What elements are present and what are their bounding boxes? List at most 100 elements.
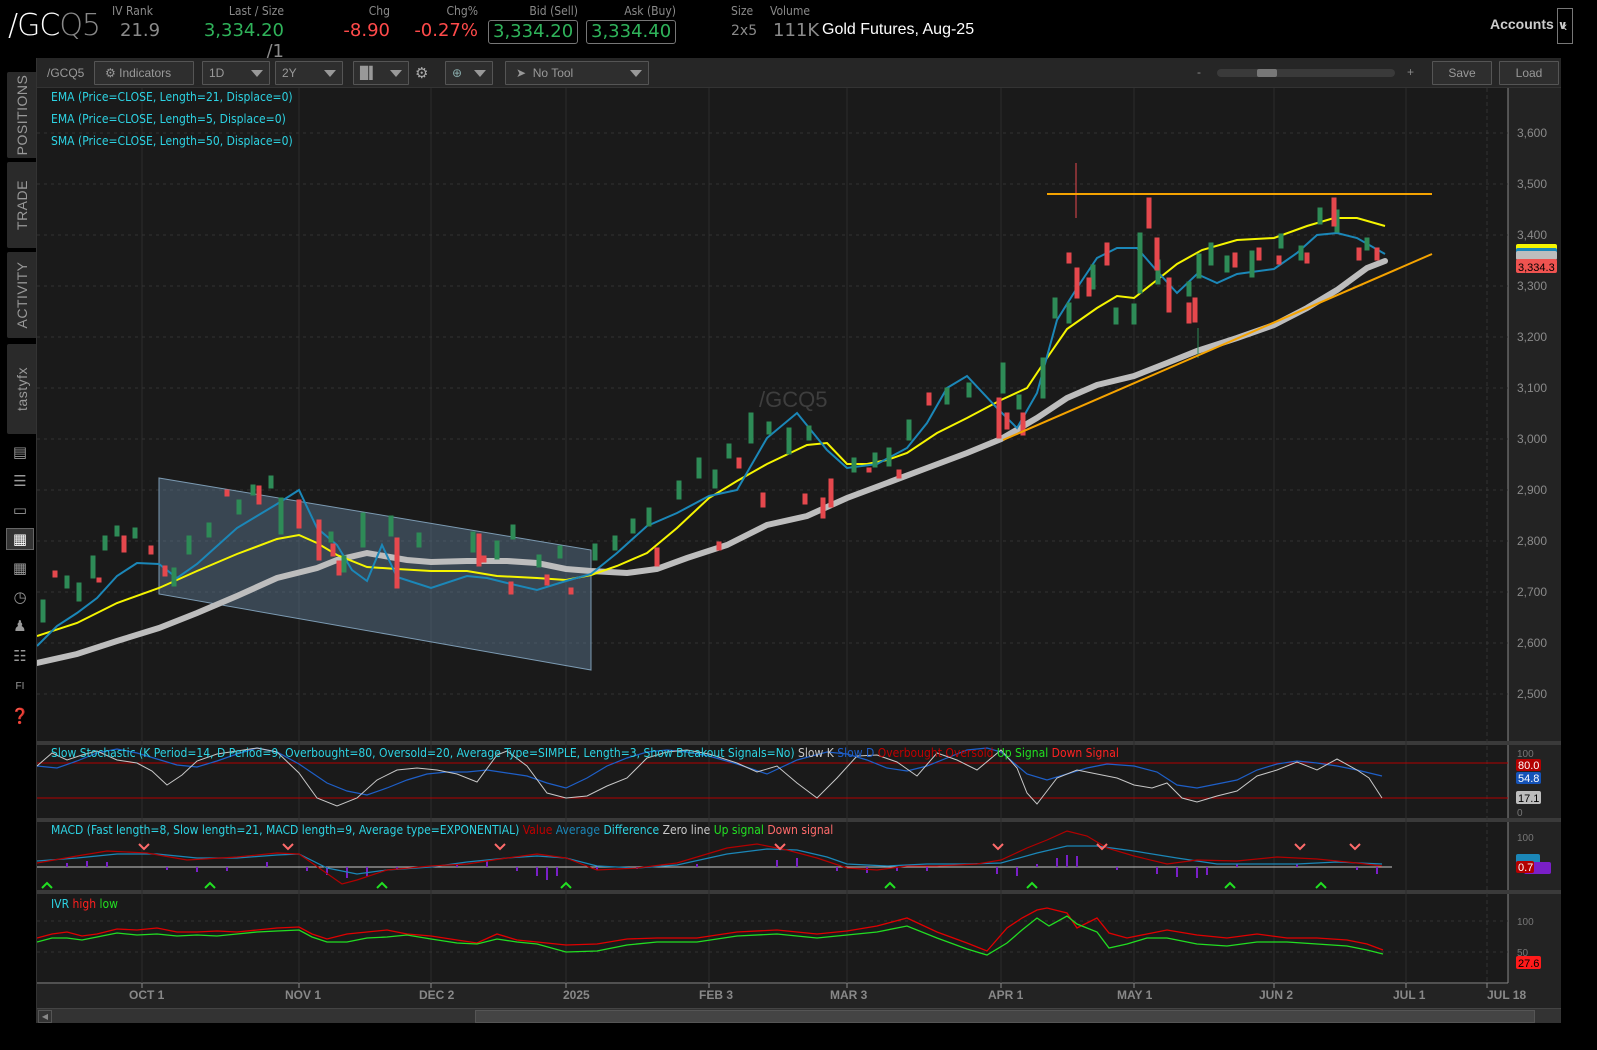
- symbol[interactable]: /GCQ5: [8, 8, 101, 43]
- chart-canvas[interactable]: /GCQ5: [37, 58, 1562, 1008]
- instrument-description: Gold Futures, Aug-25: [822, 21, 975, 38]
- support-trendline: [1002, 253, 1433, 441]
- ask-button[interactable]: 3,334.40: [586, 20, 676, 44]
- macd-up-signals: [41, 881, 1327, 889]
- last-price: 3,334.20: [203, 20, 284, 41]
- study-label-ema21[interactable]: EMA (Price=CLOSE, Length=21, Displace=0): [51, 90, 293, 104]
- svg-text:3,400: 3,400: [1517, 228, 1547, 242]
- svg-text:100: 100: [1517, 917, 1534, 928]
- grid-icon[interactable]: ▦: [12, 560, 28, 577]
- svg-text:3,500: 3,500: [1517, 177, 1547, 191]
- accounts-dropdown[interactable]: Accounts ∨: [1490, 16, 1567, 32]
- legend-oversold: Oversold: [945, 746, 994, 760]
- candlestick-icon: ▉▍: [360, 66, 379, 80]
- macd-title[interactable]: MACD (Fast length=8, Slow length=21, MAC…: [51, 823, 520, 837]
- stochastic-title[interactable]: Slow Stochastic (K Period=14, D Period=9…: [51, 746, 795, 760]
- svg-text:NOV 1: NOV 1: [285, 988, 321, 1002]
- svg-text:APR 1: APR 1: [988, 988, 1024, 1002]
- calendar-icon[interactable]: ☷: [13, 648, 27, 665]
- cursor-icon: ➤: [516, 66, 527, 80]
- bid-button[interactable]: 3,334.20: [488, 20, 578, 44]
- svg-text:2,500: 2,500: [1517, 687, 1547, 701]
- aggregation-value: 1D: [209, 66, 225, 80]
- volume-label: Volume: [770, 4, 811, 18]
- zoom-out-button[interactable]: -: [1197, 65, 1201, 79]
- charts-icon[interactable]: ▦: [6, 528, 34, 550]
- ivr-title[interactable]: IVR: [51, 897, 70, 911]
- ivr-high-line: [37, 907, 1384, 952]
- svg-text:0: 0: [1517, 808, 1523, 819]
- macd-value-line: [37, 830, 1383, 885]
- macd-value-badge: 0.7: [1518, 862, 1533, 874]
- svg-text:2025: 2025: [563, 988, 590, 1002]
- ivr-low-line: [37, 915, 1384, 956]
- legend-ivr-high: high: [72, 897, 97, 911]
- change: Chg -8.90: [340, 4, 390, 41]
- drawings-dropdown[interactable]: ⊕: [445, 61, 493, 85]
- slow-d-badge: 54.8: [1518, 773, 1539, 785]
- zoom-in-button[interactable]: +: [1407, 65, 1415, 79]
- chevron-down-icon: ∨: [1557, 18, 1568, 32]
- tab-positions-label: POSITIONS: [13, 74, 30, 156]
- chart-toolbar: /GCQ5 ⚙ Indicators 1D 2Y ▉▍ ⚙ ⊕ ➤ No Too…: [37, 58, 1562, 88]
- chart-symbol[interactable]: /GCQ5: [47, 66, 85, 80]
- ivr-legend: IVR high low: [51, 897, 118, 911]
- crosshair-icon: ⊕: [452, 66, 463, 80]
- collapse-panel-button[interactable]: ‹: [1557, 8, 1573, 44]
- drawing-tool-dropdown[interactable]: ➤ No Tool: [505, 61, 649, 85]
- change-pct-value: -0.27%: [414, 20, 478, 41]
- zoom-slider[interactable]: [1217, 69, 1395, 77]
- svg-text:3,200: 3,200: [1517, 330, 1547, 344]
- range-dropdown[interactable]: 2Y: [275, 61, 343, 85]
- legend-macd-down: Down signal: [767, 823, 834, 837]
- horizontal-scrollbar[interactable]: ◀: [37, 1008, 1562, 1023]
- legend-ivr-low: low: [99, 897, 118, 911]
- svg-text:2,600: 2,600: [1517, 636, 1547, 650]
- tv-icon[interactable]: ▭: [12, 502, 28, 519]
- settings-gear-icon[interactable]: ⚙: [415, 65, 429, 82]
- load-button[interactable]: Load: [1499, 61, 1559, 85]
- tab-activity[interactable]: ACTIVITY: [7, 252, 36, 338]
- scroll-left-button[interactable]: ◀: [38, 1010, 52, 1023]
- chevron-down-icon: [390, 70, 402, 77]
- scrollbar-thumb[interactable]: [475, 1010, 1535, 1023]
- right-edge: [1561, 58, 1597, 1050]
- aggregation-dropdown[interactable]: 1D: [202, 61, 270, 85]
- help-icon[interactable]: ❓: [10, 708, 30, 725]
- tab-positions[interactable]: POSITIONS: [7, 72, 36, 158]
- list-icon[interactable]: ☰: [13, 473, 27, 490]
- tab-tastyfx[interactable]: tastyfx: [7, 344, 36, 434]
- change-pct: Chg% -0.27%: [410, 4, 478, 41]
- legend-macd-average: Average: [555, 823, 601, 837]
- iv-rank-value: 21.9: [120, 20, 161, 41]
- chart-type-dropdown[interactable]: ▉▍: [353, 61, 409, 85]
- svg-text:50: 50: [1517, 948, 1529, 959]
- chevron-down-icon: [630, 70, 642, 77]
- legend-slow-k: Slow K: [798, 746, 834, 760]
- descending-channel: [158, 477, 592, 671]
- legend-macd-value: Value: [522, 823, 553, 837]
- chevron-down-icon: [251, 70, 263, 77]
- last-size: /1: [266, 41, 284, 62]
- study-label-sma50[interactable]: SMA (Price=CLOSE, Length=50, Displace=0): [51, 134, 293, 148]
- ask-label: Ask (Buy): [624, 4, 676, 18]
- indicators-button[interactable]: ⚙ Indicators: [94, 61, 194, 85]
- svg-text:3,300: 3,300: [1517, 279, 1547, 293]
- clock-icon[interactable]: ◷: [13, 589, 27, 606]
- drawing-tool-value: No Tool: [532, 66, 574, 80]
- fi-icon[interactable]: FI: [15, 681, 25, 692]
- study-label-ema5[interactable]: EMA (Price=CLOSE, Length=5, Displace=0): [51, 112, 286, 126]
- size-label: Size: [731, 4, 754, 18]
- chart-window: /GCQ5 ⚙ Indicators 1D 2Y ▉▍ ⚙ ⊕ ➤ No Too…: [36, 58, 1562, 1023]
- community-icon[interactable]: ♟: [13, 618, 27, 635]
- macd-down-signals: [138, 843, 1361, 851]
- svg-text:FEB 3: FEB 3: [699, 988, 733, 1002]
- chart-book-icon[interactable]: ▤: [12, 444, 28, 461]
- zoom-slider-thumb[interactable]: [1257, 69, 1277, 77]
- tab-trade[interactable]: TRADE: [7, 162, 36, 248]
- save-button[interactable]: Save: [1432, 61, 1492, 85]
- change-label: Chg: [368, 4, 390, 18]
- svg-text:100: 100: [1517, 749, 1534, 760]
- legend-overbought: Overbought: [877, 746, 942, 760]
- size-value: 2x5: [731, 23, 758, 39]
